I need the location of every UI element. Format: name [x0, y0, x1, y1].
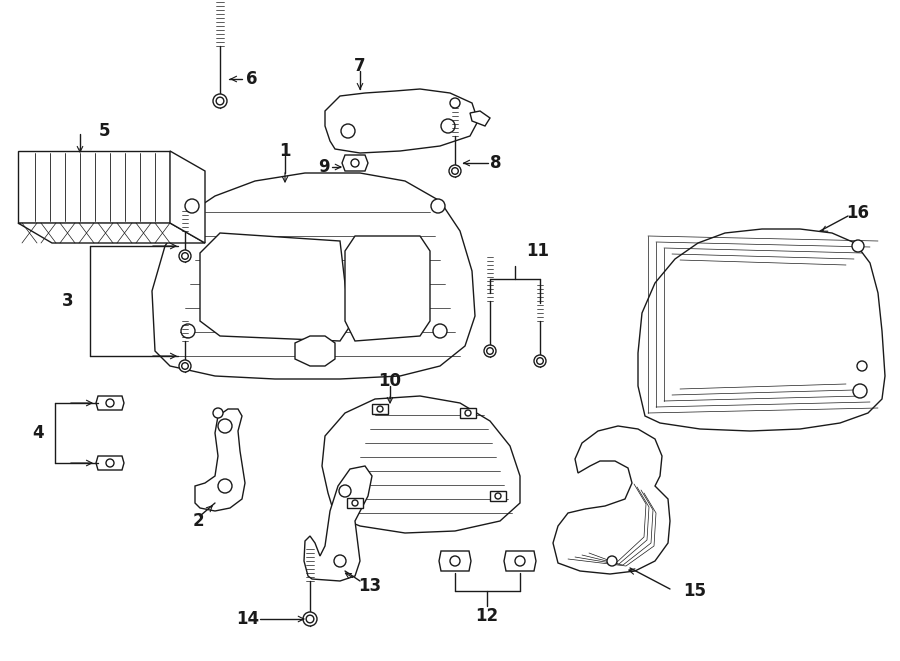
Polygon shape: [460, 408, 476, 418]
Text: 7: 7: [355, 57, 365, 75]
Circle shape: [341, 124, 355, 138]
Circle shape: [213, 408, 223, 418]
Polygon shape: [342, 155, 368, 171]
Circle shape: [450, 556, 460, 566]
Text: 11: 11: [526, 242, 550, 260]
Text: 5: 5: [99, 122, 111, 140]
Text: 16: 16: [847, 204, 869, 222]
Text: 8: 8: [490, 154, 501, 172]
Polygon shape: [304, 466, 372, 581]
Polygon shape: [325, 89, 478, 153]
Polygon shape: [195, 409, 245, 511]
Circle shape: [515, 556, 525, 566]
Circle shape: [179, 360, 191, 372]
Circle shape: [857, 361, 867, 371]
Circle shape: [465, 410, 471, 416]
Polygon shape: [152, 173, 475, 379]
Circle shape: [534, 355, 546, 367]
Circle shape: [334, 555, 346, 567]
Circle shape: [377, 406, 383, 412]
Circle shape: [339, 485, 351, 497]
Circle shape: [452, 168, 458, 175]
Circle shape: [182, 363, 188, 369]
Circle shape: [306, 615, 314, 623]
Circle shape: [853, 384, 867, 398]
Text: 2: 2: [193, 512, 203, 530]
Circle shape: [441, 119, 455, 133]
Circle shape: [181, 324, 195, 338]
Text: 4: 4: [32, 424, 44, 442]
Circle shape: [449, 165, 461, 177]
Polygon shape: [347, 498, 363, 508]
Polygon shape: [200, 233, 350, 341]
Polygon shape: [638, 229, 885, 431]
Polygon shape: [553, 426, 670, 574]
Text: 15: 15: [683, 582, 706, 600]
Circle shape: [179, 250, 191, 262]
Circle shape: [484, 345, 496, 357]
Text: 1: 1: [279, 142, 291, 160]
Text: 3: 3: [62, 292, 74, 310]
Circle shape: [495, 493, 501, 499]
Circle shape: [487, 348, 493, 354]
Circle shape: [213, 94, 227, 108]
Circle shape: [351, 159, 359, 167]
Circle shape: [182, 253, 188, 259]
Circle shape: [218, 419, 232, 433]
Circle shape: [218, 479, 232, 493]
Polygon shape: [490, 491, 506, 501]
Polygon shape: [18, 223, 205, 243]
Text: 13: 13: [358, 577, 382, 595]
Circle shape: [106, 459, 114, 467]
Circle shape: [433, 324, 447, 338]
Text: 10: 10: [379, 372, 401, 390]
Polygon shape: [96, 396, 124, 410]
Circle shape: [106, 399, 114, 407]
Circle shape: [450, 98, 460, 108]
Text: 12: 12: [475, 607, 499, 625]
Polygon shape: [295, 336, 335, 366]
Circle shape: [216, 97, 224, 105]
Circle shape: [303, 612, 317, 626]
Text: 14: 14: [237, 610, 259, 628]
Circle shape: [536, 358, 544, 364]
Circle shape: [352, 500, 358, 506]
Circle shape: [852, 240, 864, 252]
Polygon shape: [322, 396, 520, 533]
Circle shape: [607, 556, 617, 566]
Text: 9: 9: [319, 158, 330, 176]
Polygon shape: [345, 236, 430, 341]
Circle shape: [431, 199, 445, 213]
Polygon shape: [470, 111, 490, 126]
Polygon shape: [439, 551, 471, 571]
Polygon shape: [170, 151, 205, 243]
Circle shape: [185, 199, 199, 213]
Text: 6: 6: [247, 70, 257, 88]
Polygon shape: [372, 404, 388, 414]
Polygon shape: [96, 456, 124, 470]
Polygon shape: [504, 551, 536, 571]
Polygon shape: [18, 151, 170, 223]
